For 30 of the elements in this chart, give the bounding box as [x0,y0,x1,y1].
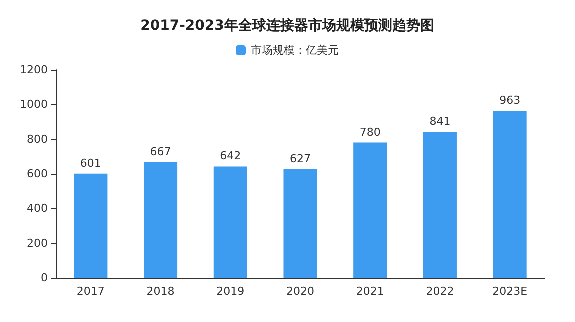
y-tick-label: 400 [27,202,48,216]
bar [74,174,108,278]
bar [214,166,248,278]
x-tick-label: 2019 [216,285,245,298]
x-tick-label: 2023E [492,285,528,298]
bar [144,162,178,278]
data-label: 601 [80,156,102,170]
data-label: 780 [360,126,381,139]
y-tick-label: 0 [41,272,48,284]
bar [493,111,527,278]
y-tick-label: 800 [27,132,48,146]
y-tick-label: 200 [27,236,48,250]
data-label: 667 [150,145,172,158]
x-tick-label: 2020 [286,285,314,298]
bar [354,142,388,278]
data-label: 627 [290,152,311,166]
x-tick-label: 2021 [356,285,384,298]
y-tick-label: 1200 [20,64,48,76]
y-tick-label: 600 [27,168,48,180]
legend-label: 市场规模：亿美元 [251,44,339,57]
data-label: 963 [500,94,521,108]
x-tick-label: 2017 [76,285,105,298]
x-tick-label: 2022 [426,285,454,298]
data-label: 841 [430,115,451,128]
y-tick-label: 1000 [20,98,48,112]
x-tick-label: 2018 [146,285,175,298]
bar [284,169,318,278]
bar [423,132,457,278]
data-label: 642 [220,150,242,163]
chart-title: 2017-2023年全球连接器市场规模预测趋势图 [140,17,434,34]
